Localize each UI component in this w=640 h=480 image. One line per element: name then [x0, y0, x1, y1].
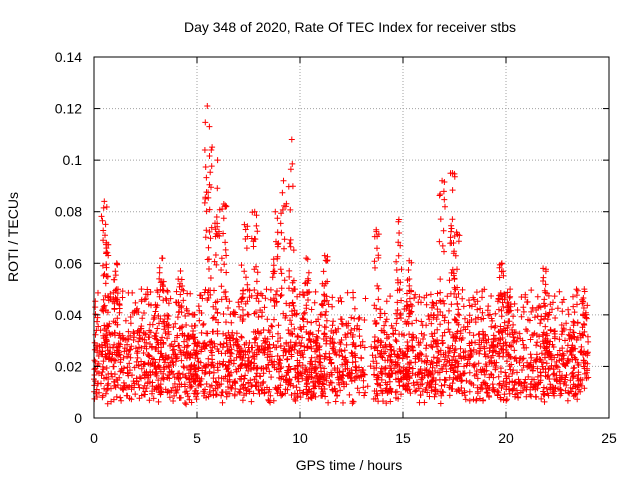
chart-title: Day 348 of 2020, Rate Of TEC Index for r… [184, 19, 516, 35]
x-tick-label: 5 [193, 430, 201, 446]
tick-labels: 0 5 10 15 20 25 0 0.02 0.04 0.06 0.08 0.1 0.12 0.14 [55, 49, 617, 446]
y-tick-label: 0.1 [63, 152, 83, 168]
x-axis-label: GPS time / hours [296, 457, 403, 473]
grid-lines [94, 57, 609, 418]
x-tick-label: 15 [395, 430, 411, 446]
plot-border [93, 56, 610, 419]
axis-ticks [93, 56, 610, 419]
data-points [91, 103, 592, 408]
y-tick-label: 0.08 [55, 204, 82, 220]
y-tick-label: 0.02 [55, 358, 82, 374]
x-tick-label: 0 [90, 430, 98, 446]
x-tick-label: 20 [498, 430, 514, 446]
y-tick-label: 0.14 [55, 49, 82, 65]
y-axis-label: ROTI / TECUs [5, 192, 21, 282]
y-tick-label: 0.04 [55, 307, 82, 323]
x-tick-label: 10 [292, 430, 308, 446]
y-tick-label: 0.06 [55, 255, 82, 271]
roti-points [91, 103, 592, 408]
y-tick-label: 0 [74, 410, 82, 426]
y-tick-label: 0.12 [55, 101, 82, 117]
x-tick-label: 25 [601, 430, 617, 446]
